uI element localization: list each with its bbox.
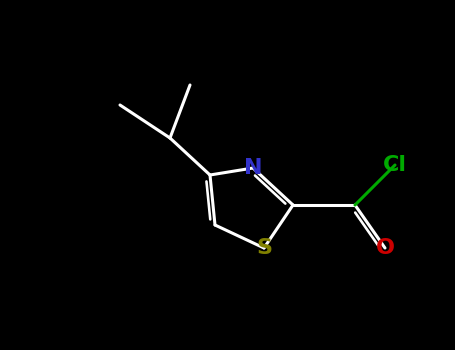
Text: Cl: Cl	[383, 155, 407, 175]
Text: N: N	[244, 158, 262, 178]
Text: S: S	[256, 238, 272, 258]
Text: O: O	[375, 238, 394, 258]
